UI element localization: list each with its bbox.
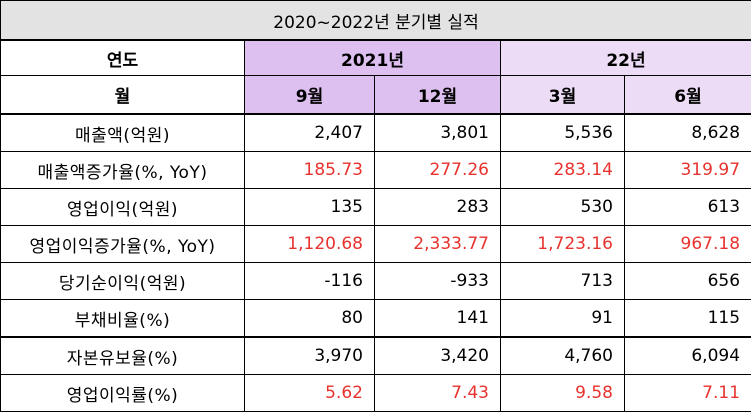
month-header-label: 월	[1, 76, 245, 115]
month-header-dec: 12월	[375, 76, 501, 115]
value-cell: 6,094	[625, 337, 751, 375]
row-label: 부채비율(%)	[1, 300, 245, 338]
value-cell: 3,420	[375, 337, 501, 375]
value-cell: 80	[245, 300, 375, 338]
table-title-row: 2020~2022년 분기별 실적	[1, 1, 751, 41]
value-cell: 91	[501, 300, 625, 338]
value-cell: 5,536	[501, 114, 625, 152]
value-cell: -933	[375, 263, 501, 300]
value-cell: 277.26	[375, 152, 501, 189]
value-cell: 8,628	[625, 114, 751, 152]
value-cell: 3,970	[245, 337, 375, 375]
value-cell: 530	[501, 189, 625, 226]
value-cell: 9.58	[501, 375, 625, 412]
value-cell: 141	[375, 300, 501, 338]
value-cell: 115	[625, 300, 751, 338]
value-cell: 4,760	[501, 337, 625, 375]
value-cell: 967.18	[625, 226, 751, 263]
value-cell: 1,723.16	[501, 226, 625, 263]
value-cell: 283.14	[501, 152, 625, 189]
year-header-label: 연도	[1, 40, 245, 76]
value-cell: 656	[625, 263, 751, 300]
value-cell: 135	[245, 189, 375, 226]
value-cell: 2,333.77	[375, 226, 501, 263]
row-label: 영업이익률(%)	[1, 375, 245, 412]
value-cell: 7.11	[625, 375, 751, 412]
month-header-sep: 9월	[245, 76, 375, 115]
value-cell: 319.97	[625, 152, 751, 189]
month-header-row: 월 9월 12월 3월 6월	[1, 76, 751, 115]
value-cell: 7.43	[375, 375, 501, 412]
row-label: 매출액(억원)	[1, 114, 245, 152]
year-22-header: 22년	[501, 40, 751, 76]
value-cell: -116	[245, 263, 375, 300]
row-label: 자본유보율(%)	[1, 337, 245, 375]
row-label: 매출액증가율(%, YoY)	[1, 152, 245, 189]
row-label: 영업이익증가율(%, YoY)	[1, 226, 245, 263]
year-header-row: 연도 2021년 22년	[1, 40, 751, 76]
table-title: 2020~2022년 분기별 실적	[1, 1, 751, 41]
year-2021-header: 2021년	[245, 40, 501, 76]
value-cell: 3,801	[375, 114, 501, 152]
row-label: 당기순이익(억원)	[1, 263, 245, 300]
row-label: 영업이익(억원)	[1, 189, 245, 226]
value-cell: 713	[501, 263, 625, 300]
value-cell: 613	[625, 189, 751, 226]
month-header-jun: 6월	[625, 76, 751, 115]
month-header-mar: 3월	[501, 76, 625, 115]
value-cell: 1,120.68	[245, 226, 375, 263]
value-cell: 185.73	[245, 152, 375, 189]
value-cell: 2,407	[245, 114, 375, 152]
value-cell: 5.62	[245, 375, 375, 412]
value-cell: 283	[375, 189, 501, 226]
